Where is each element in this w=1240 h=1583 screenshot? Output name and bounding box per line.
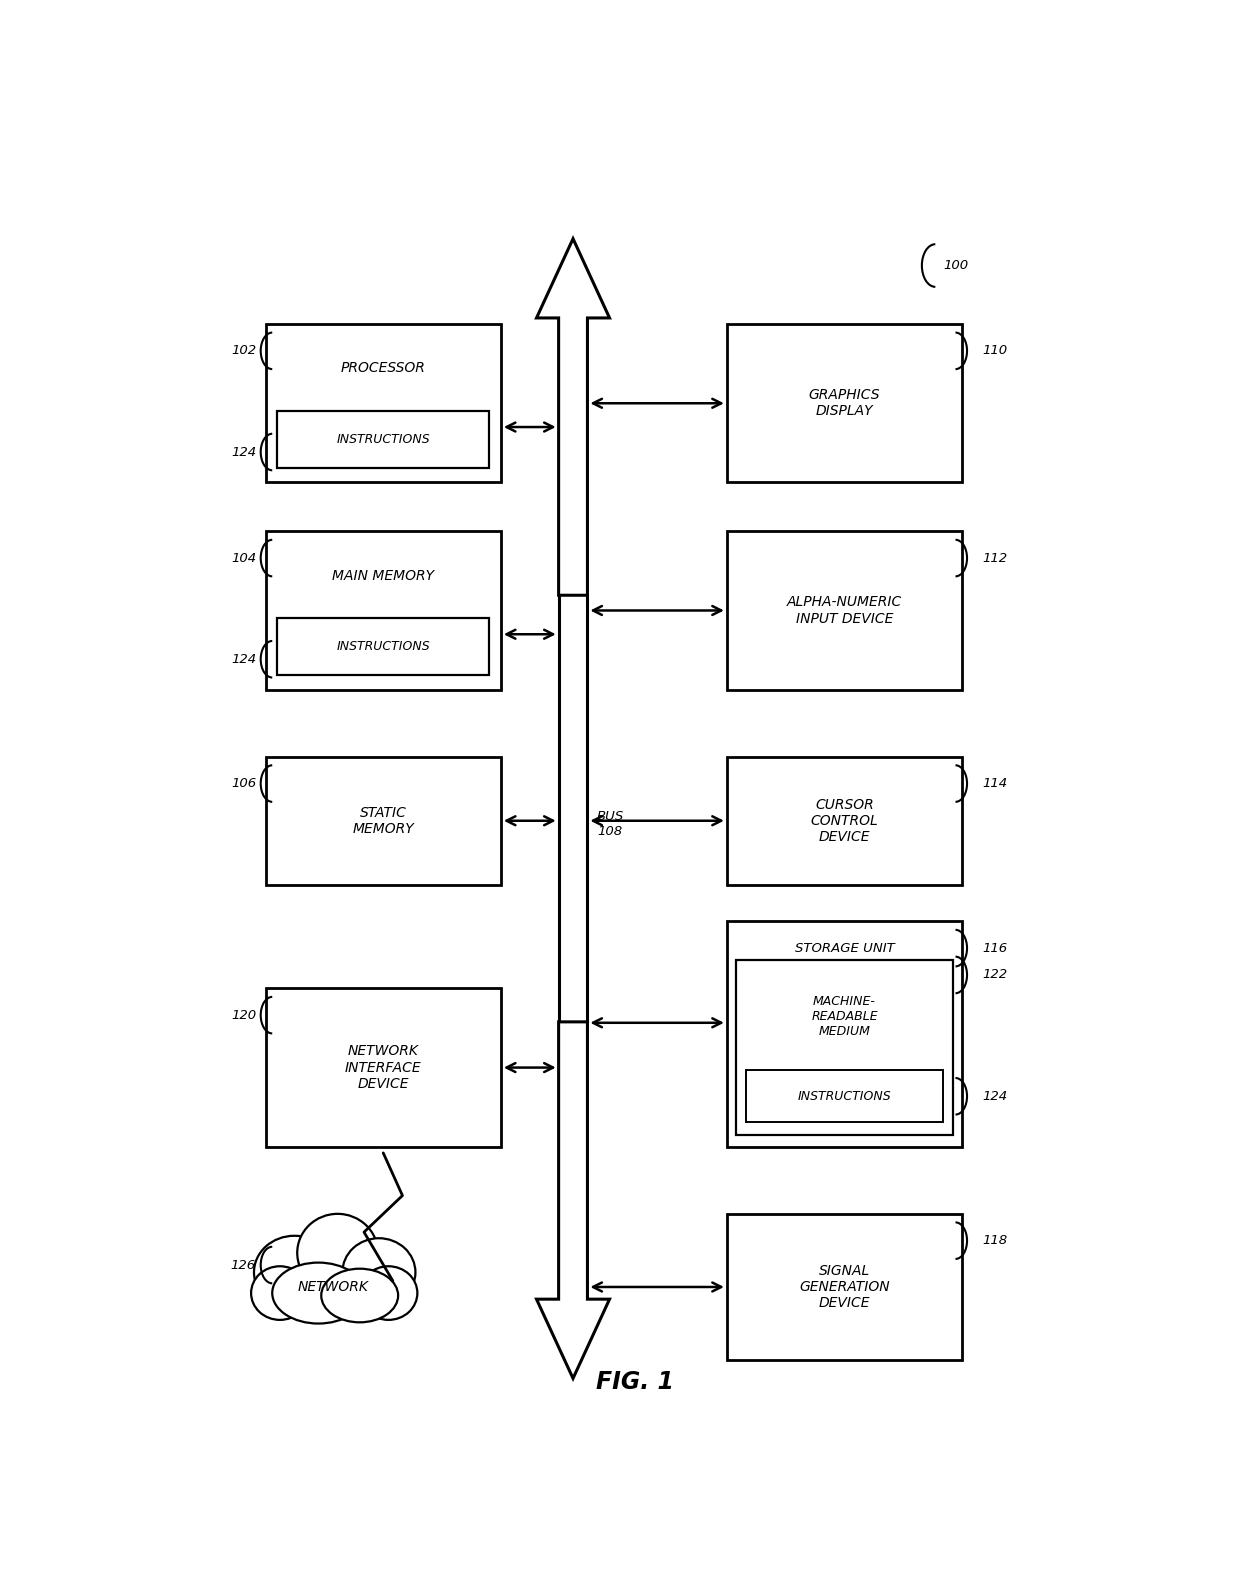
Text: 126: 126 [231, 1258, 255, 1271]
Text: CURSOR
CONTROL
DEVICE: CURSOR CONTROL DEVICE [811, 798, 878, 844]
Text: GRAPHICS
DISPLAY: GRAPHICS DISPLAY [808, 388, 880, 418]
Bar [737, 961, 952, 1135]
Text: FIG. 1: FIG. 1 [596, 1371, 675, 1395]
Bar [277, 617, 490, 674]
Ellipse shape [250, 1266, 309, 1320]
Text: BUS
108: BUS 108 [596, 810, 624, 837]
Text: 120: 120 [232, 1008, 257, 1021]
Bar [265, 757, 501, 885]
Text: INSTRUCTIONS: INSTRUCTIONS [336, 432, 430, 446]
Ellipse shape [273, 1263, 365, 1323]
Bar [265, 325, 501, 483]
Text: STATIC
MEMORY: STATIC MEMORY [352, 806, 414, 836]
Polygon shape [537, 239, 610, 595]
Text: INSTRUCTIONS: INSTRUCTIONS [797, 1089, 892, 1103]
Ellipse shape [321, 1268, 398, 1322]
Text: NETWORK
INTERFACE
DEVICE: NETWORK INTERFACE DEVICE [345, 1045, 422, 1091]
Text: 100: 100 [944, 260, 968, 272]
Bar [558, 595, 588, 1023]
Text: 124: 124 [982, 1089, 1008, 1103]
Bar [265, 532, 501, 690]
Text: 102: 102 [232, 345, 257, 358]
Bar [746, 1070, 944, 1122]
Text: STORAGE UNIT: STORAGE UNIT [795, 942, 894, 955]
Text: INSTRUCTIONS: INSTRUCTIONS [336, 640, 430, 654]
Bar [277, 412, 490, 469]
Ellipse shape [254, 1236, 335, 1309]
Bar [727, 1214, 962, 1360]
Bar [727, 325, 962, 483]
Text: MAIN MEMORY: MAIN MEMORY [332, 568, 434, 583]
Text: PROCESSOR: PROCESSOR [341, 361, 425, 375]
Bar [727, 757, 962, 885]
Polygon shape [537, 1023, 610, 1379]
Text: 122: 122 [982, 969, 1008, 981]
Text: 116: 116 [982, 942, 1008, 955]
Text: 124: 124 [232, 445, 257, 459]
Text: 118: 118 [982, 1235, 1008, 1247]
Text: 112: 112 [982, 551, 1008, 565]
Text: NETWORK: NETWORK [298, 1281, 368, 1293]
Text: 104: 104 [232, 551, 257, 565]
Text: 106: 106 [232, 777, 257, 790]
Text: 110: 110 [982, 345, 1008, 358]
Bar [265, 988, 501, 1146]
Text: MACHINE-
READABLE
MEDIUM: MACHINE- READABLE MEDIUM [811, 994, 878, 1037]
Ellipse shape [298, 1214, 378, 1292]
Ellipse shape [360, 1266, 418, 1320]
Bar [727, 532, 962, 690]
Ellipse shape [342, 1238, 415, 1306]
Text: SIGNAL
GENERATION
DEVICE: SIGNAL GENERATION DEVICE [800, 1263, 890, 1311]
Text: 124: 124 [232, 652, 257, 666]
Text: 114: 114 [982, 777, 1008, 790]
Bar [727, 921, 962, 1146]
Text: ALPHA-NUMERIC
INPUT DEVICE: ALPHA-NUMERIC INPUT DEVICE [787, 595, 903, 625]
